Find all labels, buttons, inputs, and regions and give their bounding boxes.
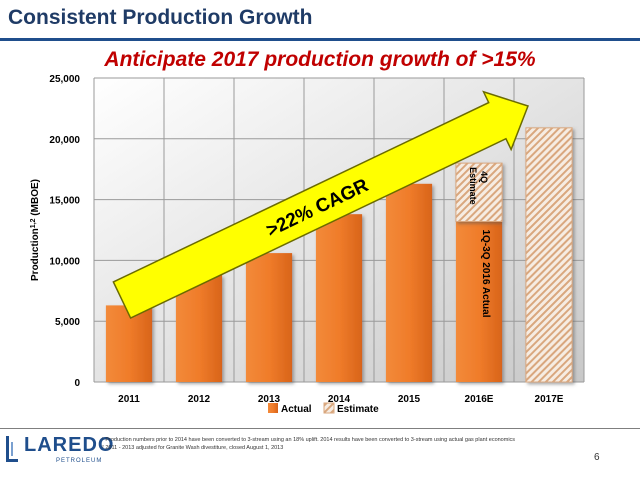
footnotes: ¹ Production numbers prior to 2014 have … <box>102 436 515 452</box>
slide-subtitle: Anticipate 2017 production growth of >15… <box>104 48 536 71</box>
y-tick-label: 15,000 <box>49 196 80 207</box>
bar-estimate-2017E <box>525 127 573 383</box>
logo-wordmark: LAREDO <box>24 434 115 456</box>
logo-subtext: PETROLEUM <box>56 458 103 464</box>
legend-label-actual: Actual <box>281 404 312 415</box>
legend-swatch-estimate <box>323 402 335 414</box>
bar-actual-2015 <box>385 183 433 382</box>
y-tick-label: 5,000 <box>55 317 80 328</box>
y-tick-label: 10,000 <box>49 256 80 267</box>
legend-swatch-actual <box>268 403 278 413</box>
estimate-4q-label-line1: 4Q <box>479 171 489 183</box>
footnote-1: ¹ Production numbers prior to 2014 have … <box>102 437 516 443</box>
cagr-arrow-shape <box>112 90 529 320</box>
bar-estimate-2016E <box>455 162 503 222</box>
y-tick-label: 25,000 <box>49 74 80 85</box>
y-axis-label: Production1,2 (MBOE) <box>30 179 42 281</box>
bar-actual-2014 <box>315 214 363 382</box>
production-chart: 0 5,000 10,000 15,000 20,000 25,000 2011 2012 2… <box>30 74 585 415</box>
estimate-4q-label-line2: Estimate <box>468 167 478 205</box>
footer-rule <box>0 428 640 429</box>
actual-2016-label: 1Q-3Q 2016 Actual <box>480 229 491 317</box>
bar-actual-2011 <box>105 305 153 382</box>
legend-label-estimate: Estimate <box>337 404 379 415</box>
company-logo: LAREDO PETROLEUM <box>6 432 113 472</box>
x-tick-label: 2017E <box>535 394 564 405</box>
slide-title: Consistent Production Growth <box>8 6 313 29</box>
bar-actual-2013 <box>245 253 293 382</box>
x-tick-label: 2016E <box>465 394 494 405</box>
logo-mark-icon <box>6 436 18 462</box>
y-tick-label: 0 <box>74 378 80 389</box>
x-tick-label: 2011 <box>118 394 140 405</box>
x-tick-label: 2012 <box>188 394 211 405</box>
x-tick-label: 2015 <box>398 394 421 405</box>
x-tick-label: 2014 <box>328 394 351 405</box>
title-rule <box>0 38 640 41</box>
footnote-2: ² 2011 - 2013 adjusted for Granite Wash … <box>102 445 284 451</box>
y-tick-label: 20,000 <box>49 135 80 146</box>
bar-actual-2016E <box>455 221 503 382</box>
x-tick-label: 2013 <box>258 394 281 405</box>
page-number: 6 <box>594 452 600 463</box>
